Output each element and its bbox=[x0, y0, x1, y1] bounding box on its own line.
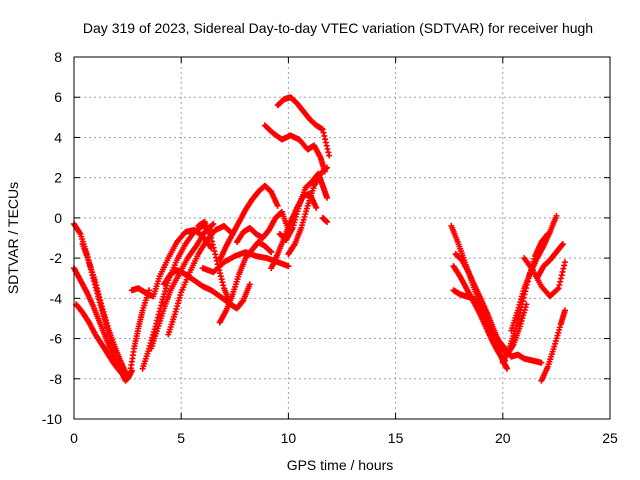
series-sat-ac bbox=[538, 307, 568, 384]
series-sat-t bbox=[319, 214, 330, 225]
series-sat-q bbox=[268, 190, 320, 272]
chart-title: Day 319 of 2023, Sidereal Day-to-day VTE… bbox=[83, 20, 593, 36]
data-point bbox=[557, 275, 564, 282]
data-point bbox=[246, 281, 253, 288]
data-point bbox=[320, 129, 327, 136]
data-point bbox=[210, 220, 217, 227]
data-point bbox=[556, 282, 563, 289]
x-tick-label: 10 bbox=[281, 430, 297, 446]
series-sat-x bbox=[450, 287, 545, 366]
data-point bbox=[209, 241, 216, 248]
data-point bbox=[321, 132, 328, 139]
data-point bbox=[209, 221, 216, 228]
data-point bbox=[324, 146, 331, 153]
data-point bbox=[154, 314, 161, 321]
data-point bbox=[97, 297, 104, 304]
data-point bbox=[124, 373, 131, 380]
data-point bbox=[322, 139, 329, 146]
data-point bbox=[323, 142, 330, 149]
data-point bbox=[322, 136, 329, 143]
series-sat-g bbox=[148, 220, 217, 352]
data-point bbox=[323, 218, 330, 225]
data-point bbox=[94, 288, 101, 295]
series-sat-c bbox=[73, 301, 135, 382]
series-layer bbox=[71, 94, 568, 384]
data-point bbox=[95, 291, 102, 298]
data-point bbox=[561, 307, 568, 314]
y-tick-label: -8 bbox=[50, 371, 63, 387]
data-point bbox=[239, 298, 246, 305]
data-point bbox=[212, 251, 219, 258]
y-tick-label: -4 bbox=[50, 290, 63, 306]
data-point bbox=[559, 241, 566, 248]
data-point bbox=[93, 282, 100, 289]
x-tick-label: 5 bbox=[177, 430, 185, 446]
y-tick-label: -2 bbox=[50, 250, 63, 266]
x-tick-label: 20 bbox=[495, 430, 511, 446]
tick-layer: 0 5 10 15 20 25 -10 -8 -6 -4 -2 0 2 4 6 8 bbox=[42, 49, 618, 446]
series-sat-r bbox=[261, 122, 328, 175]
data-point bbox=[217, 270, 224, 277]
data-point bbox=[325, 149, 332, 156]
data-point bbox=[561, 259, 568, 266]
data-point bbox=[321, 168, 328, 175]
data-point bbox=[220, 282, 227, 289]
y-axis-label: SDTVAR / TECUs bbox=[5, 182, 21, 294]
series-sat-z bbox=[508, 212, 560, 334]
data-point bbox=[319, 126, 326, 133]
y-tick-label: 8 bbox=[54, 49, 62, 65]
series-sat-d bbox=[79, 241, 131, 380]
data-point bbox=[98, 300, 105, 307]
series-sat-i bbox=[165, 222, 236, 338]
data-point bbox=[559, 268, 566, 275]
y-tick-label: -10 bbox=[42, 411, 62, 427]
data-point bbox=[274, 202, 281, 209]
data-point bbox=[561, 262, 568, 269]
data-point bbox=[209, 238, 216, 245]
x-tick-label: 0 bbox=[70, 430, 78, 446]
series-sat-n bbox=[233, 208, 292, 246]
x-axis-label: GPS time / hours bbox=[287, 457, 394, 473]
series-sat-l bbox=[216, 239, 275, 326]
data-point bbox=[219, 279, 226, 286]
data-point bbox=[208, 235, 215, 241]
data-point bbox=[92, 279, 99, 286]
data-point bbox=[94, 285, 101, 292]
data-point bbox=[285, 263, 292, 270]
data-point bbox=[559, 242, 566, 249]
data-point bbox=[211, 248, 218, 255]
series-sat-s bbox=[274, 94, 333, 159]
data-point bbox=[323, 194, 330, 201]
series-sat-aa bbox=[521, 255, 568, 300]
data-point bbox=[560, 265, 567, 272]
data-point bbox=[554, 286, 561, 293]
data-point bbox=[128, 367, 135, 374]
plot-frame bbox=[73, 56, 611, 420]
y-tick-label: 6 bbox=[54, 89, 62, 105]
data-point bbox=[218, 276, 225, 283]
data-point bbox=[268, 249, 275, 256]
data-point bbox=[504, 365, 511, 372]
series-sat-ab bbox=[534, 241, 566, 282]
series-sat-h bbox=[161, 267, 232, 306]
data-point bbox=[210, 244, 217, 251]
y-tick-label: 4 bbox=[54, 129, 62, 145]
data-point bbox=[326, 152, 333, 159]
x-tick-label: 25 bbox=[602, 430, 618, 446]
data-point bbox=[96, 294, 103, 301]
y-tick-label: -6 bbox=[50, 331, 63, 347]
data-point bbox=[555, 285, 562, 292]
y-tick-label: 0 bbox=[54, 210, 62, 226]
data-point bbox=[313, 204, 320, 211]
series-sat-m bbox=[216, 182, 281, 264]
x-tick-label: 15 bbox=[388, 430, 404, 446]
data-point bbox=[217, 273, 224, 280]
data-point bbox=[538, 359, 545, 366]
data-point bbox=[557, 278, 564, 285]
data-point bbox=[553, 212, 560, 219]
y-tick-label: 2 bbox=[54, 170, 62, 186]
data-point bbox=[558, 272, 565, 279]
